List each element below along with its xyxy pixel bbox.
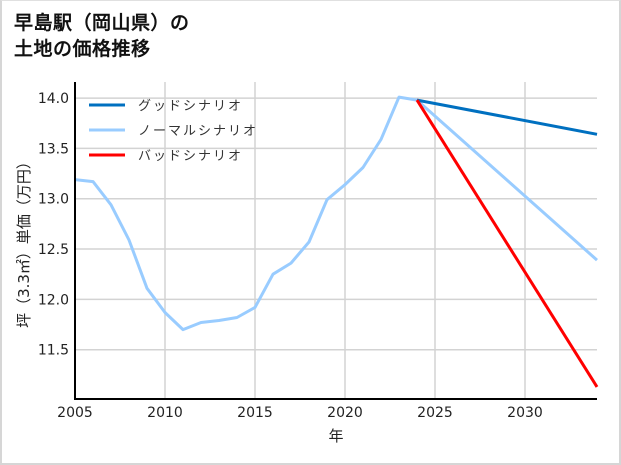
series-line-2 xyxy=(415,99,599,388)
legend-label: バッドシナリオ xyxy=(138,149,243,164)
y-tick-label: 12.5 xyxy=(38,242,69,258)
x-tick-label: 2020 xyxy=(327,405,363,421)
y-tick-label: 12.0 xyxy=(38,292,69,308)
x-tick-label: 2025 xyxy=(417,405,453,421)
x-tick-label: 2010 xyxy=(147,405,183,421)
legend-label: ノーマルシナリオ xyxy=(138,124,258,139)
axes xyxy=(74,82,597,400)
y-axis-label: 坪（3.3㎡）単価（万円） xyxy=(15,154,33,328)
x-tick-label: 2030 xyxy=(507,405,543,421)
y-tick-label: 14.0 xyxy=(38,91,69,107)
x-tick-label: 2015 xyxy=(237,405,273,421)
y-tick-labels: 11.5 12.0 12.5 13.0 13.5 14.0 xyxy=(38,91,69,359)
chart-title-line2: 土地の価格推移 xyxy=(14,38,151,60)
x-tick-label: 2005 xyxy=(57,405,93,421)
y-tick-label: 11.5 xyxy=(38,343,69,359)
series-line-0 xyxy=(416,98,598,136)
series-line-1 xyxy=(74,95,598,332)
data-lines xyxy=(74,95,599,388)
y-tick-label: 13.5 xyxy=(38,141,69,157)
y-tick-label: 13.0 xyxy=(38,192,69,208)
chart-title: 早島駅（岡山県）の 土地の価格推移 xyxy=(14,10,190,62)
x-tick-labels: 2005 2010 2015 2020 2025 2030 xyxy=(57,405,543,421)
chart-title-line1: 早島駅（岡山県）の xyxy=(14,12,190,34)
x-axis-label: 年 xyxy=(328,427,343,445)
legend-label: グッドシナリオ xyxy=(138,99,243,114)
